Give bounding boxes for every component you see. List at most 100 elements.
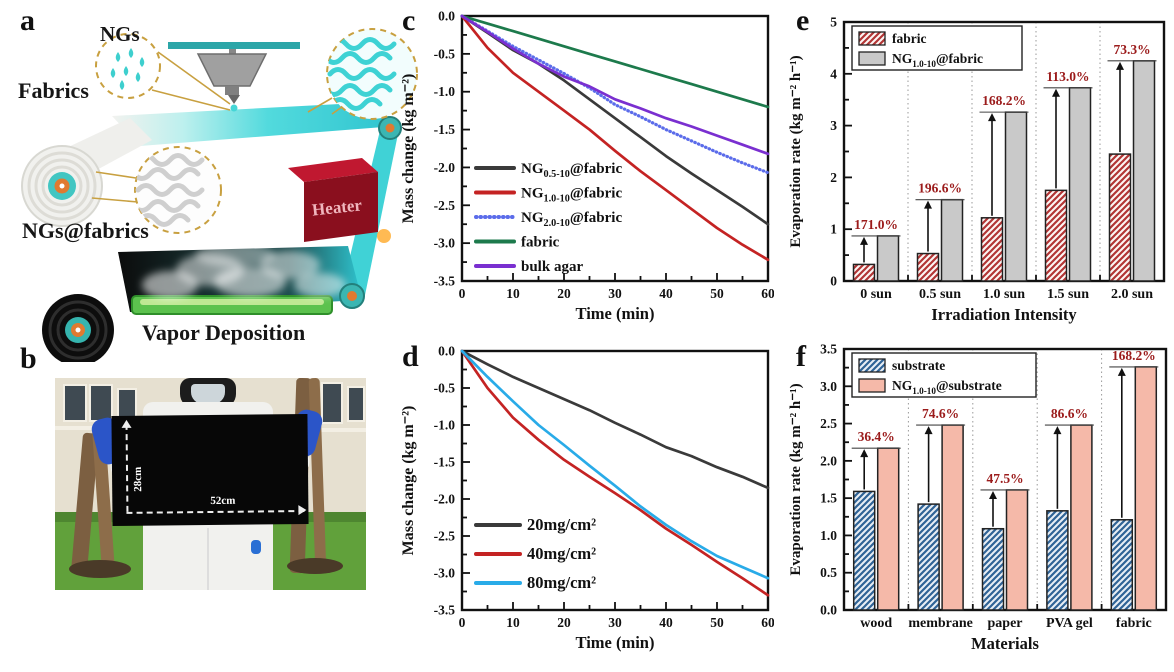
percent-annotation: 74.6% [922,406,959,421]
arrow-head [860,449,869,458]
legend-swatch [858,31,886,46]
x-axis-title: Time (min) [576,633,655,652]
y-tick-label: -1.0 [434,418,456,433]
bar-0 sun [876,235,900,282]
legend-swatch [858,378,886,393]
y-tick-label: 0 [830,274,837,289]
series-line [460,349,770,580]
y-tick-label: 0.0 [438,344,455,359]
y-tick-label: 3.5 [820,342,837,357]
panel-label-a: a [20,4,35,37]
x-tick-label: 60 [761,615,774,630]
y-tick-label: -3.0 [434,236,456,251]
label-vapor-deposition: Vapor Deposition [142,320,306,345]
schematic-panel-a [21,28,418,362]
x-category-label: PVA gel [1046,616,1093,631]
tree-base [287,558,343,574]
black-fabric-sample: 28cm 52cm [111,413,309,527]
height-dimension-line [125,423,129,512]
legend-label: NG1.0-10@fabric [892,51,983,69]
axis-box [842,347,1168,612]
arrow-head [1116,61,1124,70]
width-label: 52cm [210,494,236,507]
callout-lines [91,51,347,203]
percent-annotation: 47.5% [986,471,1023,486]
smoke [142,243,346,299]
bar-0 sun [852,263,876,282]
chart-c-mass-change-vs-time: 0.0 -0.5 -1.0 -1.5 -2.0 -2.5 -3.0 -3.50 10 20 30 40… [400,9,774,324]
window [347,386,365,422]
y-tick-label: 2.0 [820,453,837,468]
y-axis-title: Evaporation rate (kg m⁻² h⁻¹) [788,383,804,575]
axis-box [842,20,1166,283]
y-tick-label: 2 [830,170,837,185]
bar-0.5 sun [940,198,964,282]
x-category-label: membrane [908,616,973,631]
spray-nozzle [168,42,300,112]
series-line [460,14,770,262]
y-tick-label: 1.0 [820,528,837,543]
x-category-label: wood [860,616,892,631]
panel-label-e: e [796,4,810,37]
bar-fabric [1110,519,1134,611]
y-tick-label: -3.0 [434,566,456,581]
x-tick-label: 30 [608,286,622,301]
roller-bottom-right [339,283,365,309]
x-tick-label: 20 [557,615,571,630]
x-tick-label: 0 [459,286,466,301]
y-tick-label: 3 [830,118,837,133]
percent-annotation: 86.6% [1051,406,1088,421]
axis-box [460,14,770,283]
legend-label: 20mg/cm² [527,515,596,534]
fiber-inset [134,146,222,234]
belt-top [112,102,396,146]
bar-2.0 sun [1108,153,1132,282]
bar-1.5 sun [1044,189,1068,282]
y-tick-label: -0.5 [434,381,456,396]
y-tick-label: -2.0 [434,160,456,175]
legend-label: fabric [892,31,927,46]
bar-paper [1005,489,1029,611]
heater-box [288,158,391,243]
bar-fabric [1134,366,1158,611]
arrow-right [298,504,307,516]
y-tick-label: 4 [830,66,837,81]
arrow-head [989,490,997,499]
x-tick-label: 50 [710,286,724,301]
x-category-label: paper [988,616,1023,631]
x-category-label: 1.5 sun [1047,287,1089,302]
x-tick-label: 40 [659,615,673,630]
y-tick-label: 2.5 [820,416,837,431]
x-axis-title: Irradiation Intensity [931,305,1077,324]
y-tick-label: -3.5 [434,603,456,618]
chart-e-evaporation-rate-vs-irradiation: 0 1 2 3 4 5 0 sun 0.5 sun 1.0 sun 1.5 sun 2.0 sun I… [788,15,1166,324]
arrow-head [1053,426,1062,435]
x-tick-label: 20 [557,286,571,301]
y-tick-label: -1.5 [434,455,456,470]
legend-label: NG0.5-10@fabric [521,161,622,180]
y-tick-label: 1 [830,222,837,237]
window [89,384,113,422]
series-line [460,14,770,156]
percent-annotation: 168.2% [982,93,1026,108]
window [63,384,87,422]
x-tick-label: 30 [608,615,622,630]
vapor-tray-top [140,299,324,305]
legend-label: substrate [892,358,945,373]
bar-0.5 sun [916,252,940,282]
y-axis-title: Mass change (kg m⁻²) [400,406,417,556]
bar-1.0 sun [1004,111,1028,282]
bar-1.5 sun [1068,87,1092,282]
bar-PVA gel [1070,424,1093,611]
percent-annotation: 113.0% [1046,69,1089,84]
legend-label: NG2.0-10@fabric [521,210,622,229]
panel-label-c: c [402,4,416,37]
x-category-label: fabric [1116,616,1152,631]
y-tick-label: -2.5 [434,198,456,213]
bar-2.0 sun [1132,60,1156,282]
width-dimension-line [126,510,305,514]
bar-membrane [941,424,964,611]
legend-swatch [858,358,886,373]
ngs-fabric-roll [42,294,114,362]
y-axis-title: Evaporation rate (kg m⁻² h⁻¹) [788,55,804,247]
